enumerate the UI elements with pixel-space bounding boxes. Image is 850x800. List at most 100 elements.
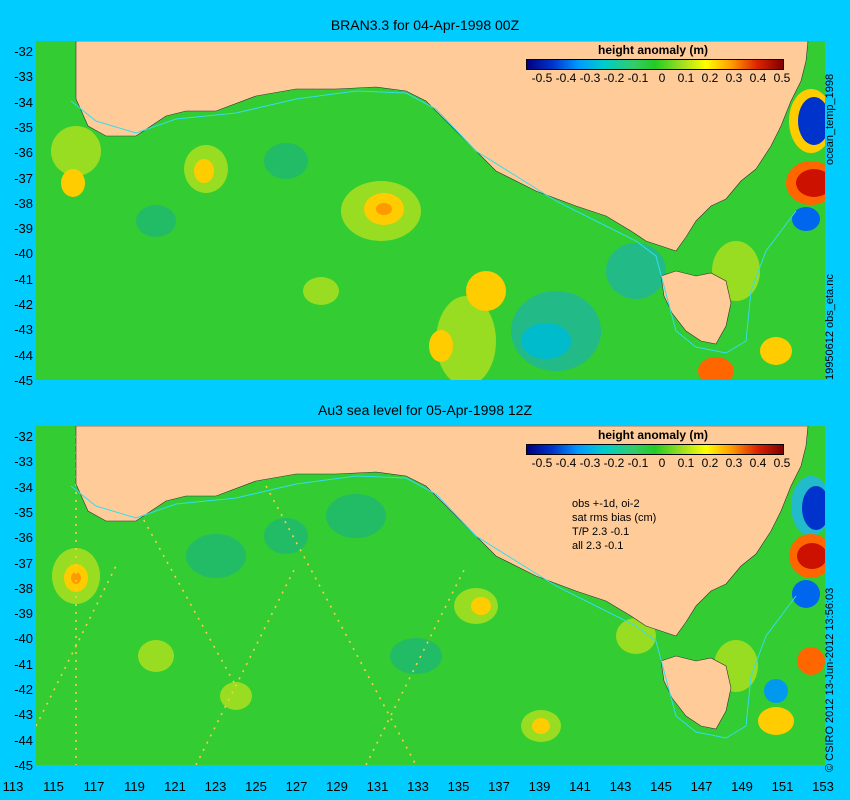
y-tick-label: -41 bbox=[14, 656, 33, 672]
y-tick-label: -45 bbox=[14, 373, 33, 388]
x-tick-label: 127 bbox=[285, 779, 308, 794]
y-tick-label: -42 bbox=[14, 682, 33, 698]
eddies-east bbox=[786, 89, 825, 231]
colorbar-tick-label: -0.2 bbox=[603, 71, 625, 85]
top-panel-title: BRAN3.3 for 04-Apr-1998 00Z bbox=[330, 17, 520, 33]
y-tick-label: -45 bbox=[14, 758, 33, 773]
y-tick-label: -37 bbox=[14, 170, 33, 186]
land-tasmania bbox=[660, 655, 732, 730]
x-tick-label: 115 bbox=[43, 779, 64, 794]
y-tick-label: -37 bbox=[14, 555, 33, 571]
colorbar-tick-label: 0.5 bbox=[773, 71, 791, 85]
colorbar-tick-label: -0.3 bbox=[579, 71, 601, 85]
colorbar-tick-label: 0.1 bbox=[677, 456, 695, 470]
x-tick-label: 135 bbox=[447, 779, 470, 794]
colorbar-tick-label: -0.5 bbox=[531, 456, 553, 470]
x-tick-label: 149 bbox=[731, 779, 753, 794]
y-tick-label: -38 bbox=[14, 580, 33, 596]
colorbar-tick-label: -0.1 bbox=[627, 456, 649, 470]
bottom-map-svg bbox=[36, 426, 825, 765]
y-tick-label: -34 bbox=[14, 94, 33, 110]
x-tick-label: 141 bbox=[569, 779, 591, 794]
y-tick-label: -36 bbox=[14, 145, 33, 161]
colorbar-tick-label: -0.3 bbox=[579, 456, 601, 470]
y-tick-label: -32 bbox=[14, 44, 33, 59]
bottom-panel-title: Au3 sea level for 05-Apr-1998 12Z bbox=[317, 402, 532, 418]
y-tick-label: -40 bbox=[14, 246, 33, 262]
y-tick-label: -41 bbox=[14, 271, 33, 287]
y-tick-label: -36 bbox=[14, 530, 33, 546]
anomaly-blobs bbox=[52, 494, 794, 742]
colorbar-title: height anomaly (m) bbox=[597, 428, 708, 442]
stats-line: all 2.3 -0.1 bbox=[572, 540, 624, 552]
satellite-tracks bbox=[36, 436, 467, 765]
x-tick-label: 113 bbox=[2, 779, 24, 794]
top-side-label-upper: ocean_temp_1998 bbox=[824, 73, 836, 165]
stats-line: obs +-1d, oi-2 bbox=[572, 498, 640, 510]
y-tick-label: -35 bbox=[14, 504, 33, 520]
top-side-label: 19950612 obs_eta.nc bbox=[824, 274, 836, 380]
colorbar-tick-label: -0.5 bbox=[531, 71, 553, 85]
x-tick-label: 121 bbox=[164, 779, 186, 794]
land-tasmania bbox=[660, 270, 732, 345]
colorbar-tick-label: -0.1 bbox=[627, 71, 649, 85]
x-tick-label: 117 bbox=[83, 779, 105, 794]
y-tick-label: -34 bbox=[14, 479, 33, 495]
colorbar-tick-label: 0 bbox=[658, 456, 666, 470]
y-tick-label: -32 bbox=[14, 429, 33, 444]
x-tick-label: 145 bbox=[650, 779, 672, 794]
colorbar-tick-label: 0.2 bbox=[701, 71, 719, 85]
x-tick-label: 129 bbox=[326, 779, 348, 794]
stats-line: T/P 2.3 -0.1 bbox=[572, 526, 630, 538]
colorbar-tick-label: 0.5 bbox=[773, 456, 791, 470]
land-australia bbox=[75, 41, 809, 252]
eddies-east bbox=[764, 476, 825, 703]
y-tick-label: -33 bbox=[14, 69, 33, 85]
top-map-panel bbox=[36, 41, 825, 380]
colorbar-tick-label: 0.3 bbox=[725, 71, 743, 85]
y-tick-label: -43 bbox=[14, 322, 33, 338]
y-tick-label: -33 bbox=[14, 454, 33, 470]
colorbar-tick-label: 0.1 bbox=[677, 71, 695, 85]
x-tick-label: 139 bbox=[528, 779, 551, 794]
y-tick-label: -39 bbox=[14, 606, 33, 622]
x-tick-label: 133 bbox=[407, 779, 429, 794]
colorbar-tick-label: -0.2 bbox=[603, 456, 625, 470]
x-tick-label: 151 bbox=[771, 779, 794, 794]
x-tick-label: 153 bbox=[812, 779, 834, 794]
colorbar-tick-label: 0.4 bbox=[749, 456, 767, 470]
x-tick-label: 137 bbox=[488, 779, 510, 794]
y-tick-label: -44 bbox=[14, 347, 33, 363]
colorbar-tick-label: 0.3 bbox=[725, 456, 743, 470]
colorbar-gradient bbox=[526, 59, 784, 70]
x-tick-label: 119 bbox=[124, 779, 145, 794]
bottom-side-label: © CSIRO 2012 13-Jun-2012 13:56:03 bbox=[824, 587, 836, 772]
y-tick-label: -42 bbox=[14, 297, 33, 313]
colorbar-ticks: -0.5 -0.4 -0.3 -0.2 -0.1 0 0.1 0.2 0.3 0.4 0.5 bbox=[522, 456, 791, 470]
y-tick-label: -38 bbox=[14, 195, 33, 211]
stats-box: obs +-1d, oi-2 sat rms bias (cm) T/P 2.3… bbox=[572, 497, 656, 553]
anomaly-blobs bbox=[51, 126, 792, 380]
x-tick-label: 147 bbox=[690, 779, 713, 794]
colorbar-tick-label: 0 bbox=[658, 71, 666, 85]
colorbar-tick-label: -0.4 bbox=[555, 71, 577, 85]
y-tick-label: -40 bbox=[14, 631, 33, 647]
y-tick-label: -39 bbox=[14, 221, 33, 237]
colorbar-tick-label: 0.2 bbox=[701, 456, 719, 470]
altimeter-track bbox=[70, 90, 797, 354]
y-tick-label: -35 bbox=[14, 119, 33, 135]
x-tick-label: 125 bbox=[245, 779, 267, 794]
top-map-svg bbox=[36, 41, 825, 380]
colorbar-gradient bbox=[526, 444, 784, 455]
y-tick-label: -43 bbox=[14, 707, 33, 723]
stats-line: sat rms bias (cm) bbox=[572, 512, 657, 524]
colorbar-tick-label: -0.4 bbox=[555, 456, 577, 470]
y-tick-label: -44 bbox=[14, 732, 33, 748]
x-tick-label: 143 bbox=[609, 779, 632, 794]
altimeter-track bbox=[70, 475, 797, 739]
colorbar-tick-label: 0.4 bbox=[749, 71, 767, 85]
top-colorbar: height anomaly (m) -0.5 -0.4 -0.3 -0.2 -0.1 0… bbox=[522, 43, 790, 85]
x-tick-label: 131 bbox=[366, 779, 389, 794]
bottom-colorbar: height anomaly (m) -0.5 -0.4 -0.3 -0.2 -0.1 0… bbox=[522, 428, 791, 470]
bottom-map-panel bbox=[36, 426, 825, 765]
